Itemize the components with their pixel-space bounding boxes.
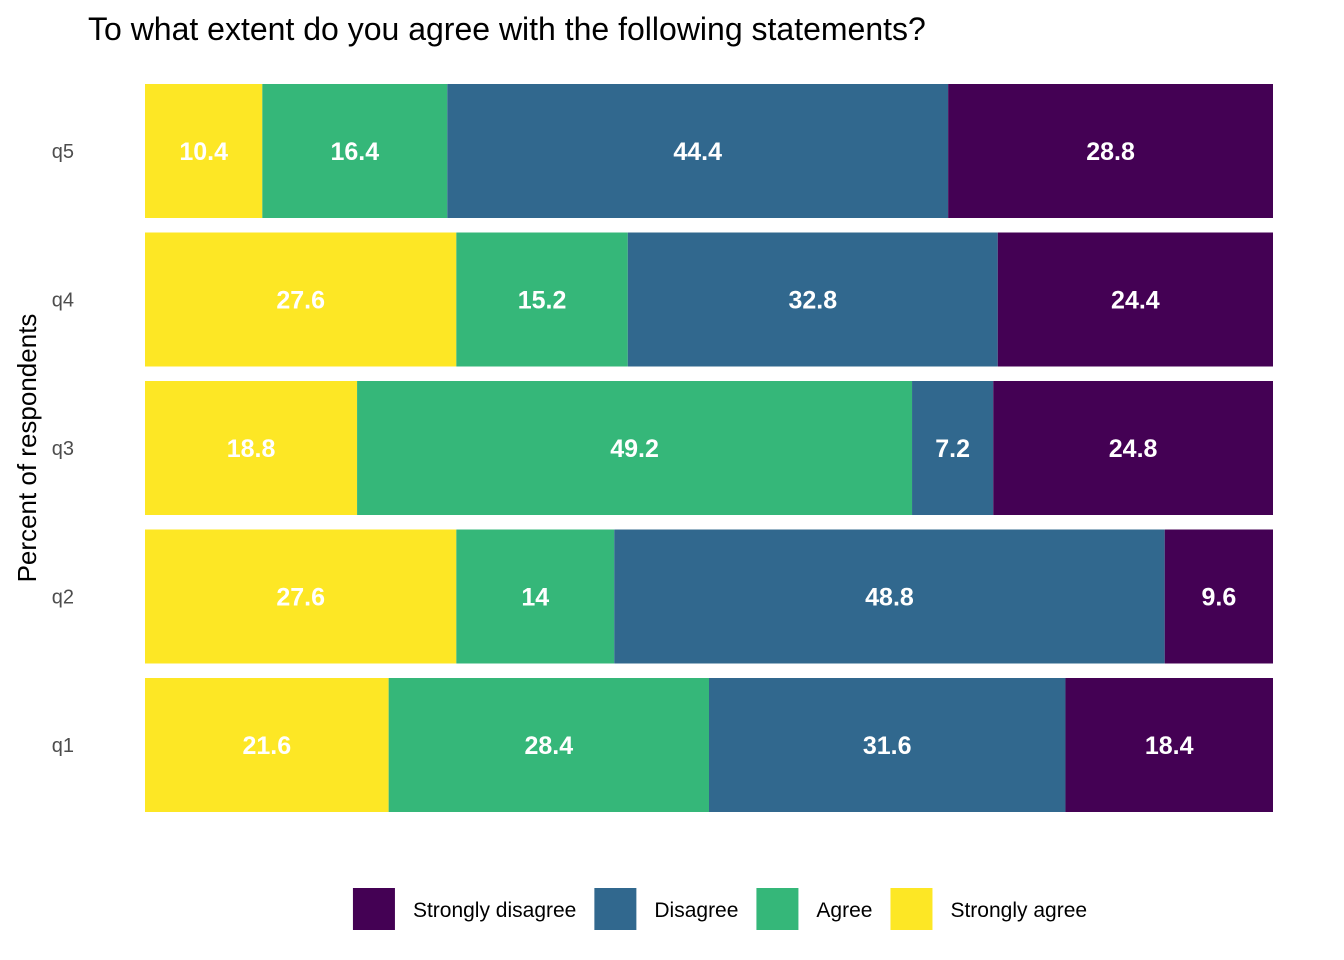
- legend-key: [890, 888, 933, 930]
- y-axis-ticks: q5 q4 q3 q2 q1: [52, 141, 74, 757]
- bar-segment: [447, 84, 949, 218]
- bar-segment: [948, 84, 1273, 218]
- legend-key: [756, 888, 799, 930]
- data-label: 24.8: [1109, 435, 1158, 463]
- legend-label: Agree: [816, 899, 872, 922]
- bar-segment: [145, 381, 358, 515]
- data-label: 10.4: [179, 138, 228, 166]
- bar-segment: [145, 232, 457, 367]
- legend-key: [594, 888, 637, 930]
- data-label: 28.4: [524, 732, 573, 760]
- bar-segment: [997, 232, 1273, 367]
- legend-label: Disagree: [654, 899, 738, 922]
- legend: Strongly disagree Disagree Agree Strongly a…: [352, 888, 1087, 930]
- data-label: 49.2: [610, 435, 659, 463]
- bar-segment: [388, 678, 709, 812]
- bar-segment: [912, 381, 994, 515]
- chart-title: To what extent do you agree with the fol…: [88, 11, 926, 47]
- y-axis-title: Percent of respondents: [12, 314, 42, 583]
- bar-segment: [145, 529, 457, 664]
- data-label: 18.8: [227, 435, 276, 463]
- bar-segment: [993, 381, 1273, 515]
- legend-label: Strongly agree: [950, 899, 1087, 922]
- data-label: 31.6: [863, 732, 912, 760]
- data-label: 18.4: [1145, 732, 1194, 760]
- bars: [145, 84, 1273, 812]
- bar-segment: [145, 678, 389, 812]
- data-label: 15.2: [518, 287, 567, 315]
- data-label: 21.6: [242, 732, 291, 760]
- data-label: 7.2: [935, 435, 970, 463]
- y-tick-label: q1: [52, 735, 74, 757]
- data-label: 24.4: [1111, 287, 1160, 315]
- bar-segment: [1164, 529, 1273, 664]
- y-tick-label: q4: [52, 290, 74, 312]
- data-label: 48.8: [865, 584, 914, 612]
- bar-segment: [357, 381, 913, 515]
- data-label: 27.6: [276, 287, 325, 315]
- data-label: 44.4: [673, 138, 722, 166]
- data-label: 32.8: [788, 287, 837, 315]
- bar-labels: 10.4 16.4 44.4 28.8 27.6 15.2 32.8 24.4 18.8 49.2…: [179, 138, 1236, 760]
- data-label: 16.4: [330, 138, 379, 166]
- bar-segment: [627, 232, 998, 367]
- data-label: 27.6: [276, 584, 325, 612]
- bar-segment: [709, 678, 1066, 812]
- y-tick-label: q5: [52, 141, 74, 163]
- bar-segment: [145, 84, 263, 218]
- legend-label: Strongly disagree: [413, 899, 576, 922]
- data-label: 14: [521, 584, 549, 612]
- data-label: 9.6: [1201, 584, 1236, 612]
- bar-segment: [1065, 678, 1273, 812]
- y-tick-label: q3: [52, 438, 74, 460]
- bar-segment: [262, 84, 448, 218]
- bar-segment: [456, 529, 615, 664]
- y-tick-label: q2: [52, 587, 74, 609]
- bar-segment: [614, 529, 1165, 664]
- legend-key: [352, 888, 395, 930]
- data-label: 28.8: [1086, 138, 1135, 166]
- bar-segment: [456, 232, 628, 367]
